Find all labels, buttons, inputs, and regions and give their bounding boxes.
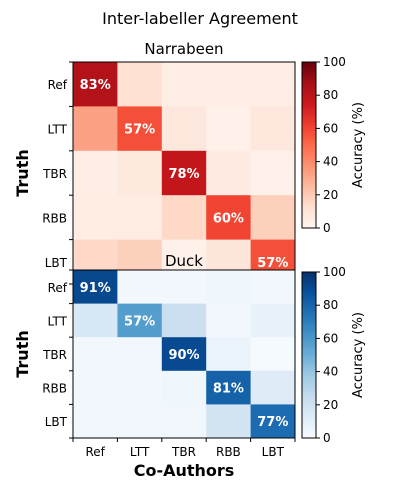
x-axis-label: Co-Authors [134, 461, 235, 480]
heatmap-cell [250, 404, 296, 439]
colorbar-gradient [301, 271, 317, 439]
cell-value-label: 81% [213, 382, 244, 397]
y-tick-label: LBT [45, 415, 68, 429]
heatmap-cell [73, 195, 118, 241]
heatmap-cell [161, 270, 207, 305]
heatmap-narrabeen: Narrabeen 83% 57% 78% 60% 57% Ref LTT TBR RBB LBT T… [13, 40, 366, 288]
cell-value-label: 77% [257, 415, 288, 430]
colorbar-label: Accuracy (%) [351, 102, 366, 188]
heatmap-cell [161, 150, 207, 196]
heatmap-cell [73, 404, 118, 439]
heatmap-cell [73, 303, 118, 338]
heatmap-cell [73, 370, 118, 405]
heatmap-cell [117, 106, 163, 152]
heatmap-cell [117, 303, 163, 338]
heatmap-cell [250, 62, 296, 107]
colorbar-tick-label: 20 [323, 188, 338, 202]
colorbar-tick-label: 0 [323, 431, 331, 445]
cell-value-label: 60% [213, 211, 244, 226]
heatmap-cell [206, 270, 252, 305]
y-axis-label: Truth [13, 149, 32, 196]
colorbar-gradient [301, 61, 317, 229]
colorbar-narrabeen: 0 20 40 60 80 100 Accuracy (%) [301, 55, 366, 235]
heatmap-cell [161, 62, 207, 107]
x-tick-label: LTT [130, 445, 150, 459]
heatmap-duck: Duck 91% 57% 90% 81% 77% Ref LTT TBR RBB LBT Ref LTT… [13, 252, 366, 480]
heatmap-cell [206, 106, 252, 152]
heatmap-cell [117, 270, 163, 305]
y-tick-label: TBR [42, 348, 67, 362]
heatmap-cell [250, 150, 296, 196]
axes-frame [72, 269, 296, 439]
heatmap-cell [117, 150, 163, 196]
y-tick-label: RBB [42, 211, 67, 225]
y-tick-label: Ref [48, 281, 68, 295]
heatmap-cell [161, 106, 207, 152]
heatmap-cell [73, 62, 118, 107]
heatmap-cell [161, 195, 207, 241]
heatmap-cell [117, 370, 163, 405]
y-tick-label: LBT [45, 256, 68, 270]
heatmap-cell [206, 62, 252, 107]
colorbar-tick-label: 60 [323, 121, 338, 135]
heatmap-cell [250, 337, 296, 372]
colorbar-label: Accuracy (%) [351, 312, 366, 398]
heatmap-cell [250, 195, 296, 241]
heatmap-cell [117, 404, 163, 439]
heatmap-cell [161, 303, 207, 338]
y-tick-label: RBB [42, 382, 67, 396]
y-tick-label: Ref [48, 78, 68, 92]
heatmap-cell [73, 337, 118, 372]
x-tick-label: TBR [171, 445, 196, 459]
cell-value-label: 90% [168, 348, 199, 363]
x-tick-label: RBB [216, 445, 241, 459]
heatmap-cell [206, 303, 252, 338]
cell-value-label: 91% [80, 281, 111, 296]
colorbar-tick-label: 80 [323, 88, 338, 102]
heatmap-cell [206, 370, 252, 405]
heatmap-cell [73, 106, 118, 152]
heatmap-cell [117, 195, 163, 241]
colorbar-tick-label: 60 [323, 331, 338, 345]
colorbar-tick-label: 40 [323, 365, 338, 379]
cell-value-label: 78% [168, 167, 199, 182]
heatmap-cell [161, 337, 207, 372]
y-tick-label: LTT [48, 314, 68, 328]
panel-title-narrabeen: Narrabeen [144, 40, 223, 58]
heatmap-cell [73, 150, 118, 196]
heatmap-cell [250, 303, 296, 338]
colorbar-duck: 0 20 40 60 80 100 Accuracy (%) [301, 265, 366, 445]
cell-value-label: 57% [257, 256, 288, 271]
heatmap-cell [250, 106, 296, 152]
heatmap-cell [206, 195, 252, 241]
heatmap-cell [73, 270, 118, 305]
heatmap-cell [161, 404, 207, 439]
heatmap-cell [206, 337, 252, 372]
heatmap-cell [206, 404, 252, 439]
heatmap-cell [206, 150, 252, 196]
colorbar-tick-label: 0 [323, 221, 331, 235]
heatmap-cell [117, 62, 163, 107]
y-tick-label: TBR [42, 167, 67, 181]
heatmap-cell [161, 370, 207, 405]
x-tick-label: LBT [262, 445, 285, 459]
heatmap-cell [250, 370, 296, 405]
colorbar-tick-label: 20 [323, 398, 338, 412]
heatmap-cell [117, 337, 163, 372]
colorbar-tick-label: 100 [323, 55, 346, 69]
cell-value-label: 57% [124, 123, 155, 138]
panel-title-duck: Duck [165, 252, 203, 270]
heatmap-cell [250, 270, 296, 305]
figure-title: Inter-labeller Agreement [102, 9, 298, 28]
x-tick-label: Ref [85, 445, 105, 459]
colorbar-tick-label: 100 [323, 265, 346, 279]
cell-value-label: 83% [80, 78, 111, 93]
y-tick-label: LTT [48, 123, 68, 137]
y-axis-label: Truth [13, 330, 32, 377]
colorbar-tick-label: 40 [323, 155, 338, 169]
cell-value-label: 57% [124, 314, 155, 329]
colorbar-tick-label: 80 [323, 298, 338, 312]
